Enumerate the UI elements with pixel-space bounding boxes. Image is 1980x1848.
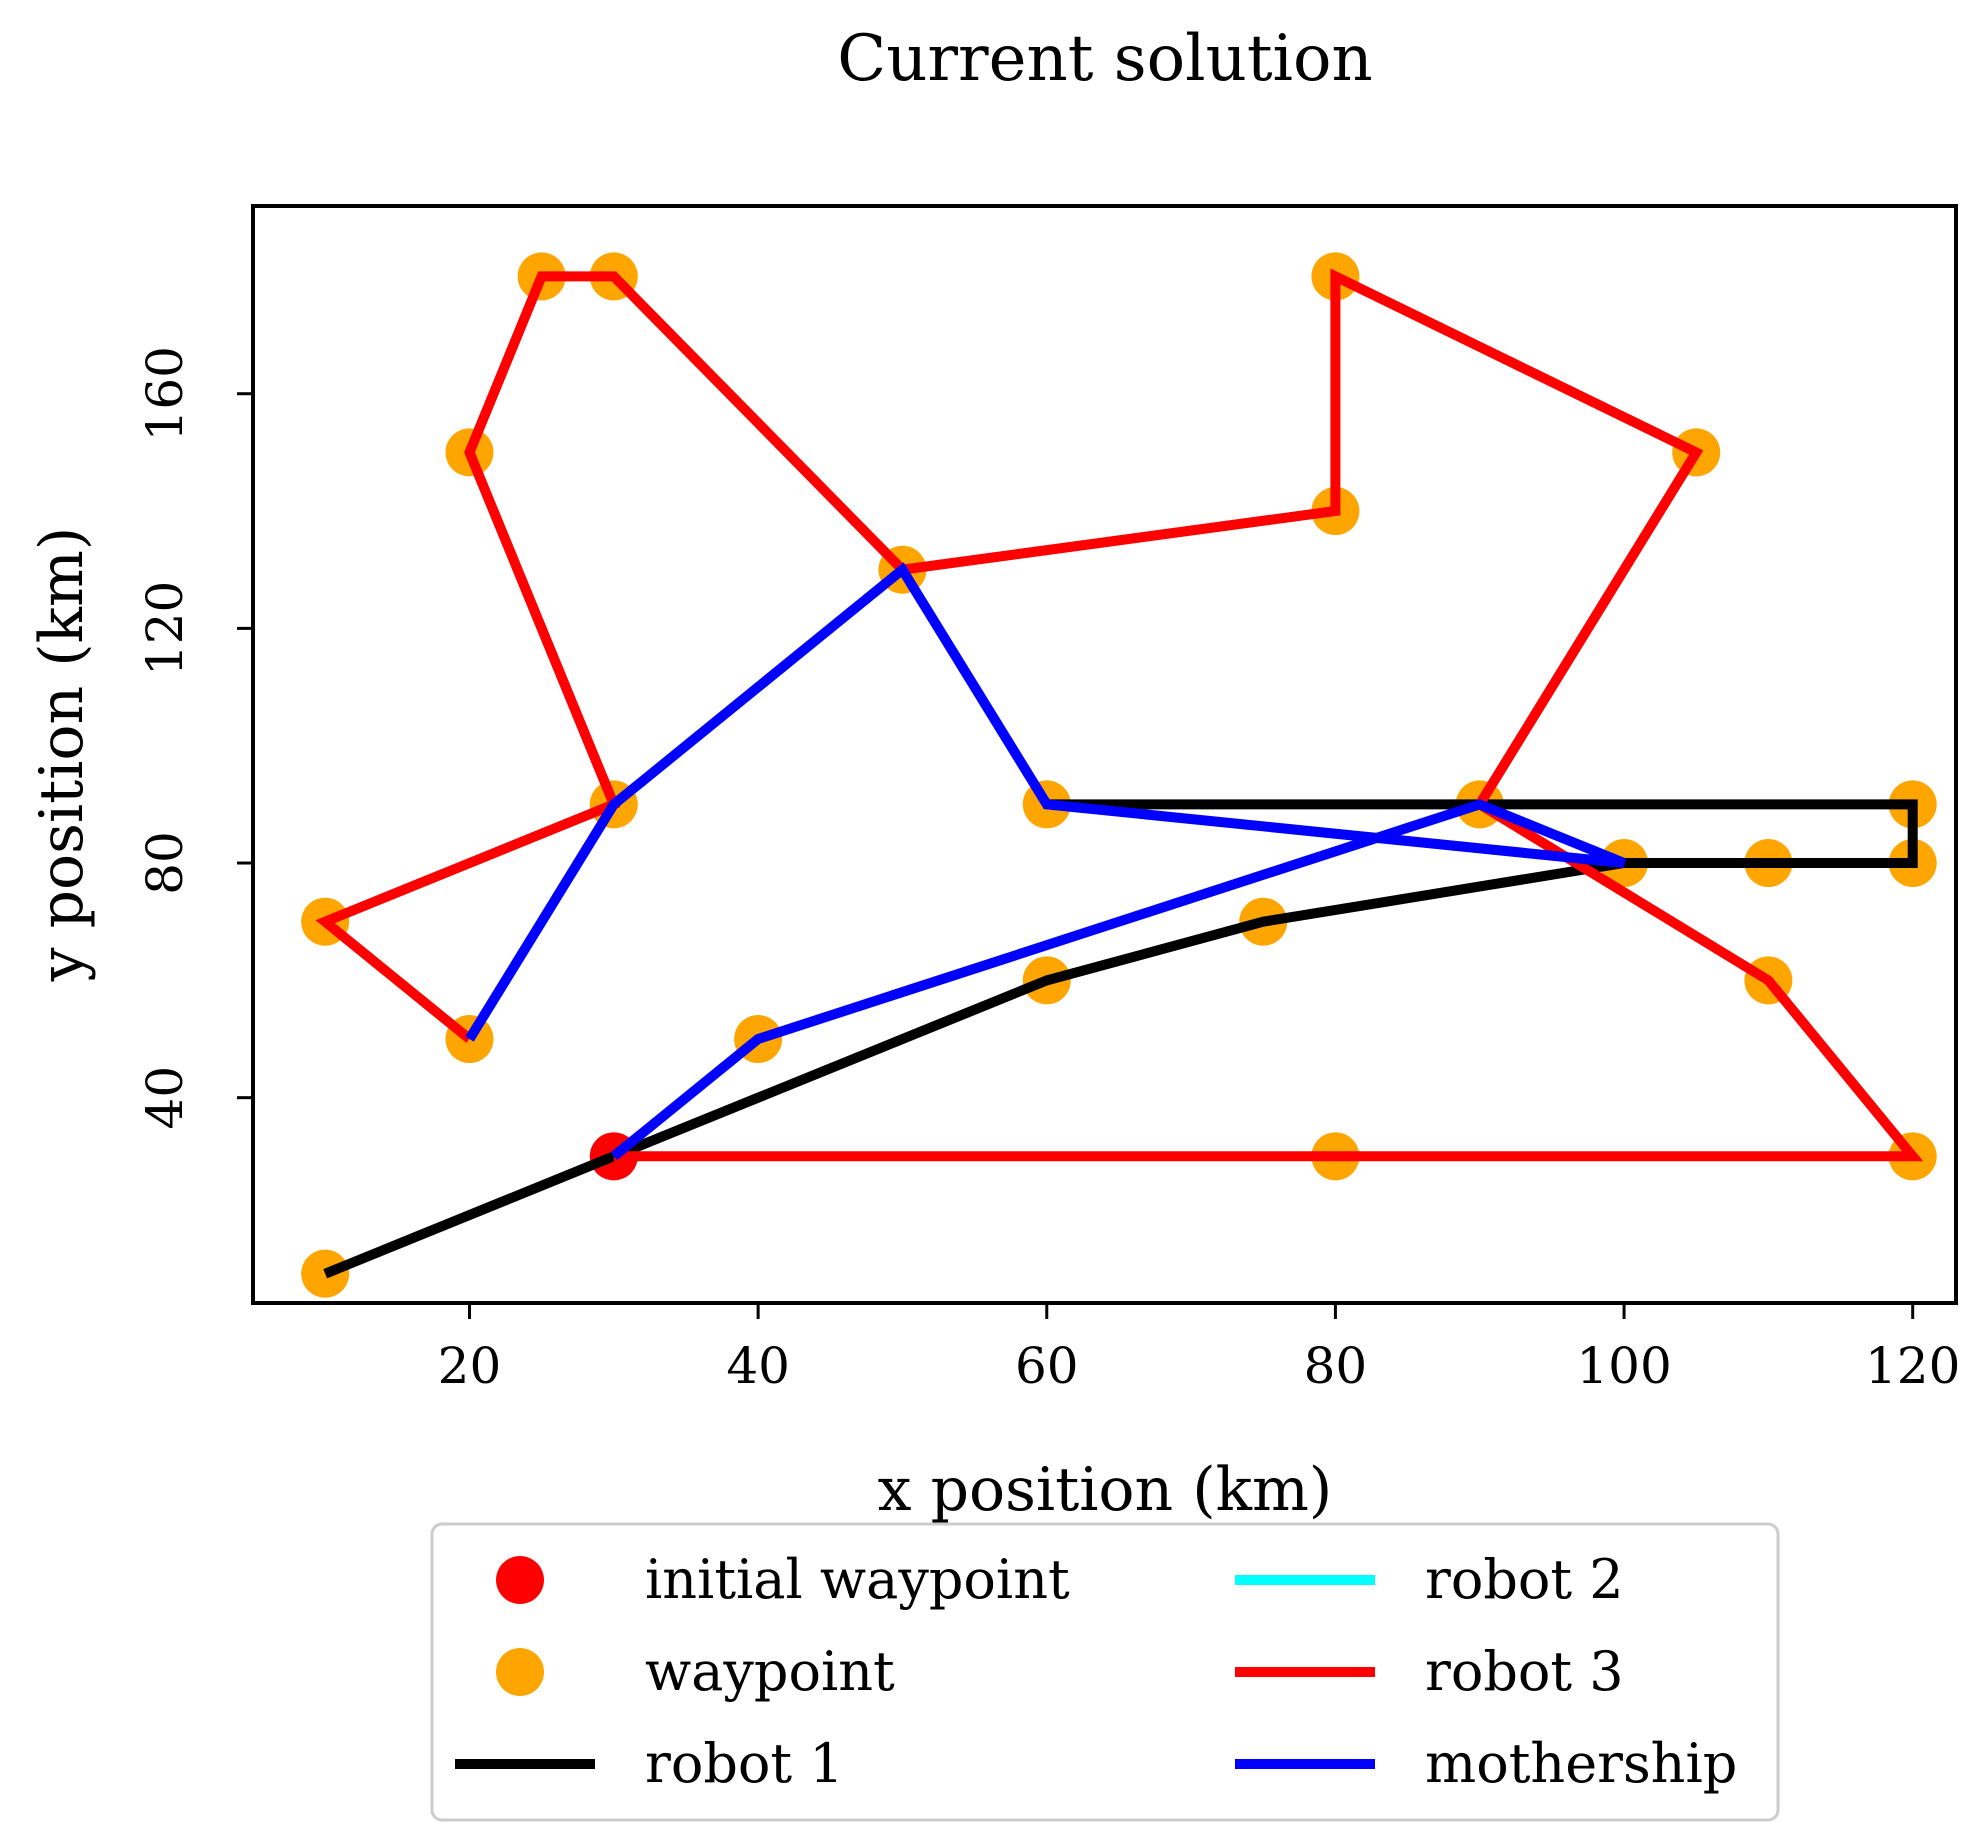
waypoint-marker [301, 1249, 350, 1298]
x-tick-label: 100 [1576, 1337, 1671, 1395]
x-tick-label: 20 [438, 1337, 502, 1395]
legend-label-initial-waypoint: initial waypoint [645, 1548, 1070, 1611]
legend-label-robot-2: robot 2 [1425, 1548, 1624, 1611]
y-tick-label: 160 [136, 346, 194, 441]
robot-3-path [315, 268, 1924, 1162]
plot-frame [251, 204, 1958, 1305]
y-axis: 40 80 120 160 [136, 346, 253, 1129]
plot-area [301, 252, 1937, 1298]
legend-marker-waypoint [496, 1648, 544, 1696]
x-tick-label: 80 [1304, 1337, 1368, 1395]
legend-frame [430, 1522, 1780, 1822]
y-tick-label: 120 [136, 581, 194, 676]
mothership-path [465, 562, 1626, 1161]
y-tick-label: 40 [136, 1066, 194, 1130]
legend-label-robot-3: robot 3 [1425, 1640, 1624, 1703]
y-tick-label: 80 [136, 831, 194, 895]
legend-label-robot-1: robot 1 [645, 1732, 844, 1795]
legend: initial waypoint waypoint robot 1 robot 2 ro… [430, 1522, 1780, 1822]
legend-label-waypoint: waypoint [645, 1640, 895, 1703]
robot-1-path [323, 799, 1918, 1279]
x-tick-label: 120 [1865, 1337, 1960, 1395]
y-axis-label: y position (km) [27, 527, 97, 983]
chart-title: Current solution [837, 22, 1373, 96]
x-tick-label: 60 [1015, 1337, 1079, 1395]
x-axis-label: x position (km) [878, 1455, 1333, 1525]
legend-marker-initial-waypoint [496, 1556, 544, 1604]
legend-label-mothership: mothership [1425, 1732, 1737, 1795]
x-tick-label: 40 [726, 1337, 790, 1395]
x-axis: 20 40 60 80 100 120 [438, 1303, 1960, 1395]
